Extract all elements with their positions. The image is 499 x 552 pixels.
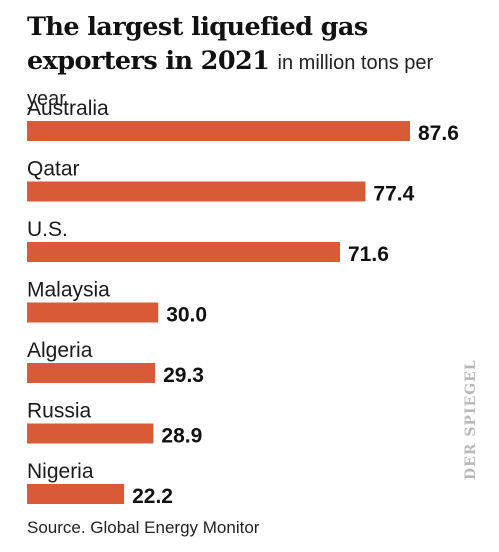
category-label-russia: Russia — [27, 400, 92, 423]
category-label-australia: Australia — [27, 97, 109, 120]
value-label-australia: 87.6 — [418, 122, 459, 145]
value-label-algeria: 29.3 — [163, 364, 204, 387]
bar-russia — [27, 423, 154, 444]
bar-australia — [27, 121, 410, 141]
chart-subtitle: in million tons per year — [27, 52, 434, 110]
category-label-malaysia: Malaysia — [27, 279, 110, 302]
value-label-malaysia: 30.0 — [166, 304, 207, 327]
category-label-qatar: Qatar — [27, 158, 80, 181]
bar-qatar — [27, 181, 366, 202]
bar-u-s — [27, 242, 340, 262]
bar-malaysia — [27, 302, 159, 323]
value-label-russia: 28.9 — [161, 425, 202, 448]
brand-watermark: DER SPIEGEL — [463, 359, 479, 480]
value-label-u-s: 71.6 — [348, 243, 389, 266]
category-label-u-s: U.S. — [27, 218, 68, 241]
chart-title-main: The largest liquefied gas exporters in 2… — [27, 12, 368, 76]
chart-title: The largest liquefied gas exporters in 2… — [27, 10, 467, 116]
bar-algeria — [27, 363, 156, 383]
category-label-algeria: Algeria — [27, 339, 93, 362]
bar-nigeria — [27, 484, 125, 504]
category-label-nigeria: Nigeria — [27, 460, 94, 483]
source-note: Source. Global Energy Monitor — [27, 518, 260, 537]
value-label-nigeria: 22.2 — [132, 485, 173, 508]
value-label-qatar: 77.4 — [373, 183, 414, 206]
